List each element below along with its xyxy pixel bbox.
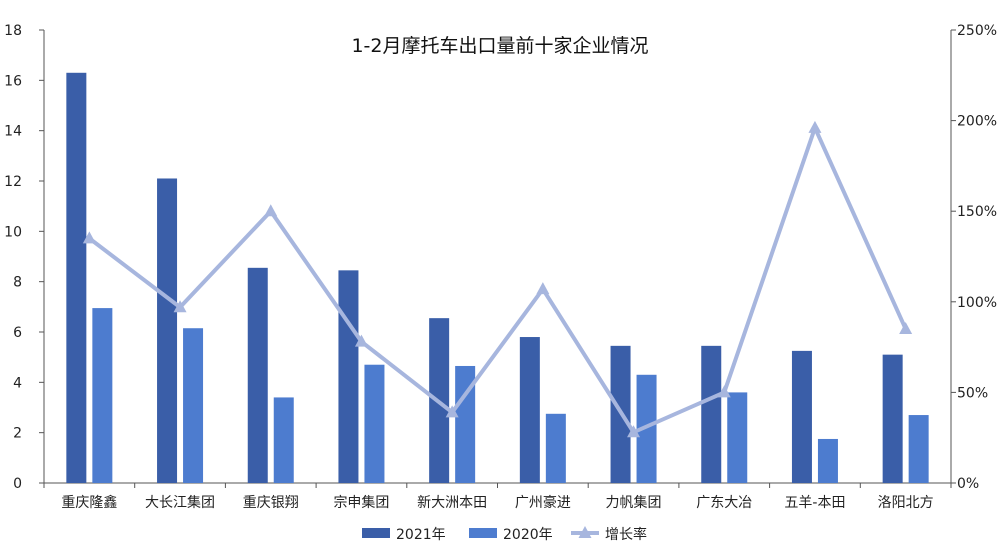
chart-title: 1-2月摩托车出口量前十家企业情况 xyxy=(351,35,648,57)
growth-rate-marker xyxy=(808,120,822,133)
y-left-tick-label: 16 xyxy=(4,73,22,89)
x-tick-label: 宗申集团 xyxy=(333,494,389,511)
bar-2021年 xyxy=(66,72,87,484)
bar-2020年 xyxy=(817,438,838,483)
x-tick-label: 重庆银翔 xyxy=(243,495,299,511)
y-left-tick-label: 4 xyxy=(13,375,22,391)
bar-2020年 xyxy=(727,392,748,483)
y-left-tick-label: 18 xyxy=(4,23,22,39)
y-left-tick-label: 2 xyxy=(13,426,22,442)
growth-rate-marker xyxy=(717,385,731,398)
bar-2021年 xyxy=(791,350,812,483)
axes: 0 2 4 6 8 10 12 14 16 18 0% 50% 100% 150% 200% 250% 重庆隆鑫… xyxy=(4,23,997,511)
legend-swatch-2021年 xyxy=(362,528,390,538)
bar-2020年 xyxy=(273,397,294,483)
bar-2020年 xyxy=(908,415,929,483)
bar-2021年 xyxy=(519,337,540,483)
x-tick-label: 大长江集团 xyxy=(145,494,215,511)
y-right-tick-label: 100% xyxy=(957,295,997,311)
bar-2021年 xyxy=(701,345,722,483)
bar-2020年 xyxy=(92,308,113,483)
x-tick-label: 洛阳北方 xyxy=(878,495,934,511)
bar-2020年 xyxy=(183,328,204,483)
x-tick-label: 五羊-本田 xyxy=(784,495,845,511)
bar-2020年 xyxy=(636,374,657,483)
growth-rate-marker xyxy=(899,321,913,334)
y-left-tick-label: 0 xyxy=(13,476,22,492)
legend: 2021年 2020年 增长率 xyxy=(362,526,647,543)
legend-swatch-marker xyxy=(578,526,592,538)
legend-swatch-2020年 xyxy=(469,528,497,538)
x-tick-label: 新大洲本田 xyxy=(417,495,487,511)
bars xyxy=(66,72,929,484)
y-left-tick-label: 12 xyxy=(4,174,22,190)
legend-label: 2020年 xyxy=(503,527,553,543)
legend-label: 2021年 xyxy=(396,527,446,543)
growth-line xyxy=(82,120,913,438)
x-tick-label: 广州豪进 xyxy=(515,495,571,511)
growth-rate-marker xyxy=(536,282,550,295)
bar-2021年 xyxy=(157,178,178,483)
y-right-tick-label: 0% xyxy=(957,476,979,492)
x-tick-label: 力帆集团 xyxy=(606,494,662,511)
y-left-tick-label: 10 xyxy=(4,224,22,240)
bar-2021年 xyxy=(338,270,359,483)
y-left-tick-label: 6 xyxy=(13,325,22,341)
bar-2021年 xyxy=(247,267,268,483)
bar-2020年 xyxy=(455,365,476,483)
growth-rate-marker xyxy=(354,334,368,347)
legend-label: 增长率 xyxy=(605,526,647,543)
x-tick-label: 广东大冶 xyxy=(696,495,752,511)
growth-rate-marker xyxy=(627,425,641,438)
growth-rate-marker xyxy=(264,204,278,217)
growth-rate-marker xyxy=(82,231,96,244)
y-left-tick-label: 14 xyxy=(4,124,22,140)
y-right-tick-label: 150% xyxy=(957,204,997,220)
y-right-tick-label: 250% xyxy=(957,23,997,39)
growth-rate-line xyxy=(88,125,908,435)
bar-2020年 xyxy=(364,364,385,483)
bar-2021年 xyxy=(882,354,903,483)
y-right-tick-label: 200% xyxy=(957,114,997,130)
bar-2020年 xyxy=(545,413,566,483)
growth-rate-marker xyxy=(173,300,187,313)
x-tick-label: 重庆隆鑫 xyxy=(61,494,117,511)
growth-rate-marker xyxy=(445,405,459,418)
y-left-tick-label: 8 xyxy=(13,275,22,291)
y-right-tick-label: 50% xyxy=(957,385,988,401)
